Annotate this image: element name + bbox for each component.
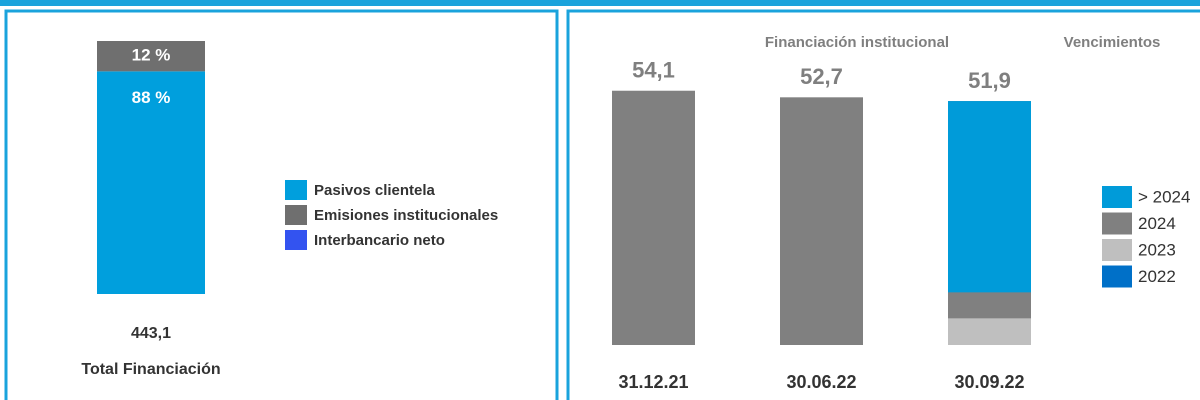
value-label: 12 %	[132, 46, 171, 65]
x-tick-label: 31.12.21	[618, 372, 688, 392]
bar-segment	[97, 41, 205, 72]
legend-swatch	[1102, 186, 1132, 208]
bar	[612, 90, 695, 345]
legend-label: 2022	[1138, 267, 1176, 286]
legend-swatch	[285, 230, 307, 250]
bar-segment	[97, 71, 205, 294]
bar	[780, 97, 863, 345]
top-band	[0, 0, 1200, 6]
legend-swatch	[285, 180, 307, 200]
legend-swatch	[1102, 265, 1132, 288]
x-label: Total Financiación	[81, 361, 220, 378]
bar-segment	[948, 292, 1031, 319]
x-tick-label: 30.06.22	[786, 372, 856, 392]
x-tick-label: 30.09.22	[954, 372, 1024, 392]
legend-label: > 2024	[1138, 187, 1190, 206]
total-label: 443,1	[131, 325, 171, 342]
right-panel	[566, 9, 1200, 400]
bar-segment	[948, 318, 1031, 345]
value-label: 51,9	[968, 68, 1011, 93]
legend-label: 2024	[1138, 214, 1176, 233]
legend-swatch	[285, 205, 307, 225]
chart-title: Financiación institucional	[765, 34, 949, 51]
value-label: 52,7	[800, 64, 843, 89]
legend-swatch	[1102, 212, 1132, 235]
legend-label: Pasivos clientela	[314, 182, 436, 199]
left-panel	[4, 9, 559, 400]
legend-label: Emisiones institucionales	[314, 207, 498, 224]
legend-label: Interbancario neto	[314, 232, 445, 249]
value-label: 88 %	[132, 88, 171, 107]
legend-title: Vencimientos	[1064, 34, 1161, 51]
legend-swatch	[1102, 239, 1132, 261]
legend-label: 2023	[1138, 240, 1176, 259]
value-label: 54,1	[632, 58, 675, 83]
bar-segment	[948, 101, 1031, 293]
